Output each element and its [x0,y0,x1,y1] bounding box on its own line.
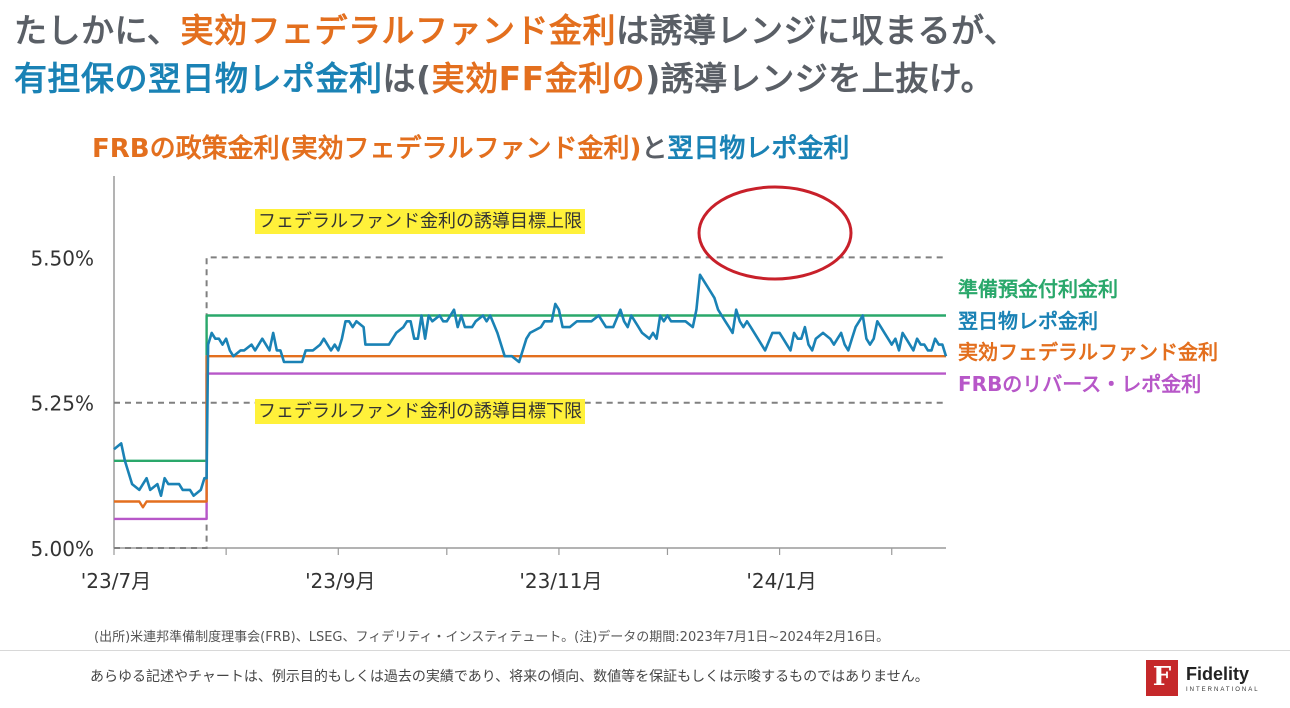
series-line-orange [114,355,946,509]
fidelity-logo-sub: INTERNATIONAL [1186,687,1260,693]
y-tick-label: 5.50% [30,246,94,270]
series-label-orange: 実効フェデラルファンド金利 [958,340,1218,364]
series-label-blue: 翌日物レポ金利 [958,309,1098,333]
headline-2-segment-2: 実効FF金利の [431,59,646,98]
spike-circle [697,185,853,281]
target-lower-dashed-line [114,401,946,549]
subtitle-segment-0: FRBの政策金利(実効フェデラルファンド金利) [92,134,642,164]
disclaimer-text: あらゆる記述やチャートは、例示目的もしくは過去の実績であり、将来の傾向、数値等を… [90,669,929,685]
headline-2-segment-0: 有担保の翌日物レポ金利 [14,59,383,98]
headline-2-segment-1: は( [382,59,432,98]
fidelity-logo: F Fidelity INTERNATIONAL [1146,660,1266,700]
headline-2-segment-3: )誘導レンジを上抜け。 [645,59,995,98]
y-tick-label: 5.00% [30,537,94,561]
lower-bound-label: フェデラルファンド金利の誘導目標下限 [258,401,582,422]
series-line-blue [113,273,948,497]
rate-chart: 5.00% 5.25% 5.50% '23/7月 '23/9月 '23/11月 '24/1月… [30,176,1218,593]
headline-1-segment-2: は誘導レンジに収まるが、 [616,11,1018,50]
upper-bound-label: フェデラルファンド金利の誘導目標上限 [258,211,582,232]
x-tick-label: '23/7月 [81,569,151,593]
chart-subtitle: FRBの政策金利(実効フェデラルファンド金利)と翌日物レポ金利 [92,128,849,165]
series-line-green [114,314,946,462]
source-note: (出所)米連邦準備制度理事会(FRB)、LSEG、フィデリティ・インスティテュー… [94,630,890,645]
headline-line-2: 有担保の翌日物レポ金利は(実効FF金利の)誘導レンジを上抜け。 [14,52,994,100]
footer-divider [0,650,1290,651]
subtitle-segment-2: 翌日物レポ金利 [667,134,850,164]
upper-bound-label-highlight [255,209,585,234]
x-tick-label: '23/11月 [519,569,602,593]
x-tick-label: '23/9月 [305,569,375,593]
subtitle-segment-1: と [641,134,668,164]
headline-1-segment-0: たしかに、 [14,11,181,50]
series-line-purple [114,372,946,521]
fidelity-logo-name: Fidelity [1186,664,1250,684]
y-tick-label: 5.25% [30,392,94,416]
headline-1-segment-1: 実効フェデラルファンド金利 [180,11,617,50]
series-label-purple: FRBのリバース・レポ金利 [958,372,1201,396]
fidelity-logo-mark: F [1146,660,1178,696]
lower-bound-label-highlight [255,399,585,424]
target-upper-dashed-line [114,256,946,404]
series-label-green: 準備預金付利金利 [958,277,1118,301]
x-tick-label: '24/1月 [746,569,816,593]
headline-line-1: たしかに、実効フェデラルファンド金利は誘導レンジに収まるが、 [14,4,1017,52]
